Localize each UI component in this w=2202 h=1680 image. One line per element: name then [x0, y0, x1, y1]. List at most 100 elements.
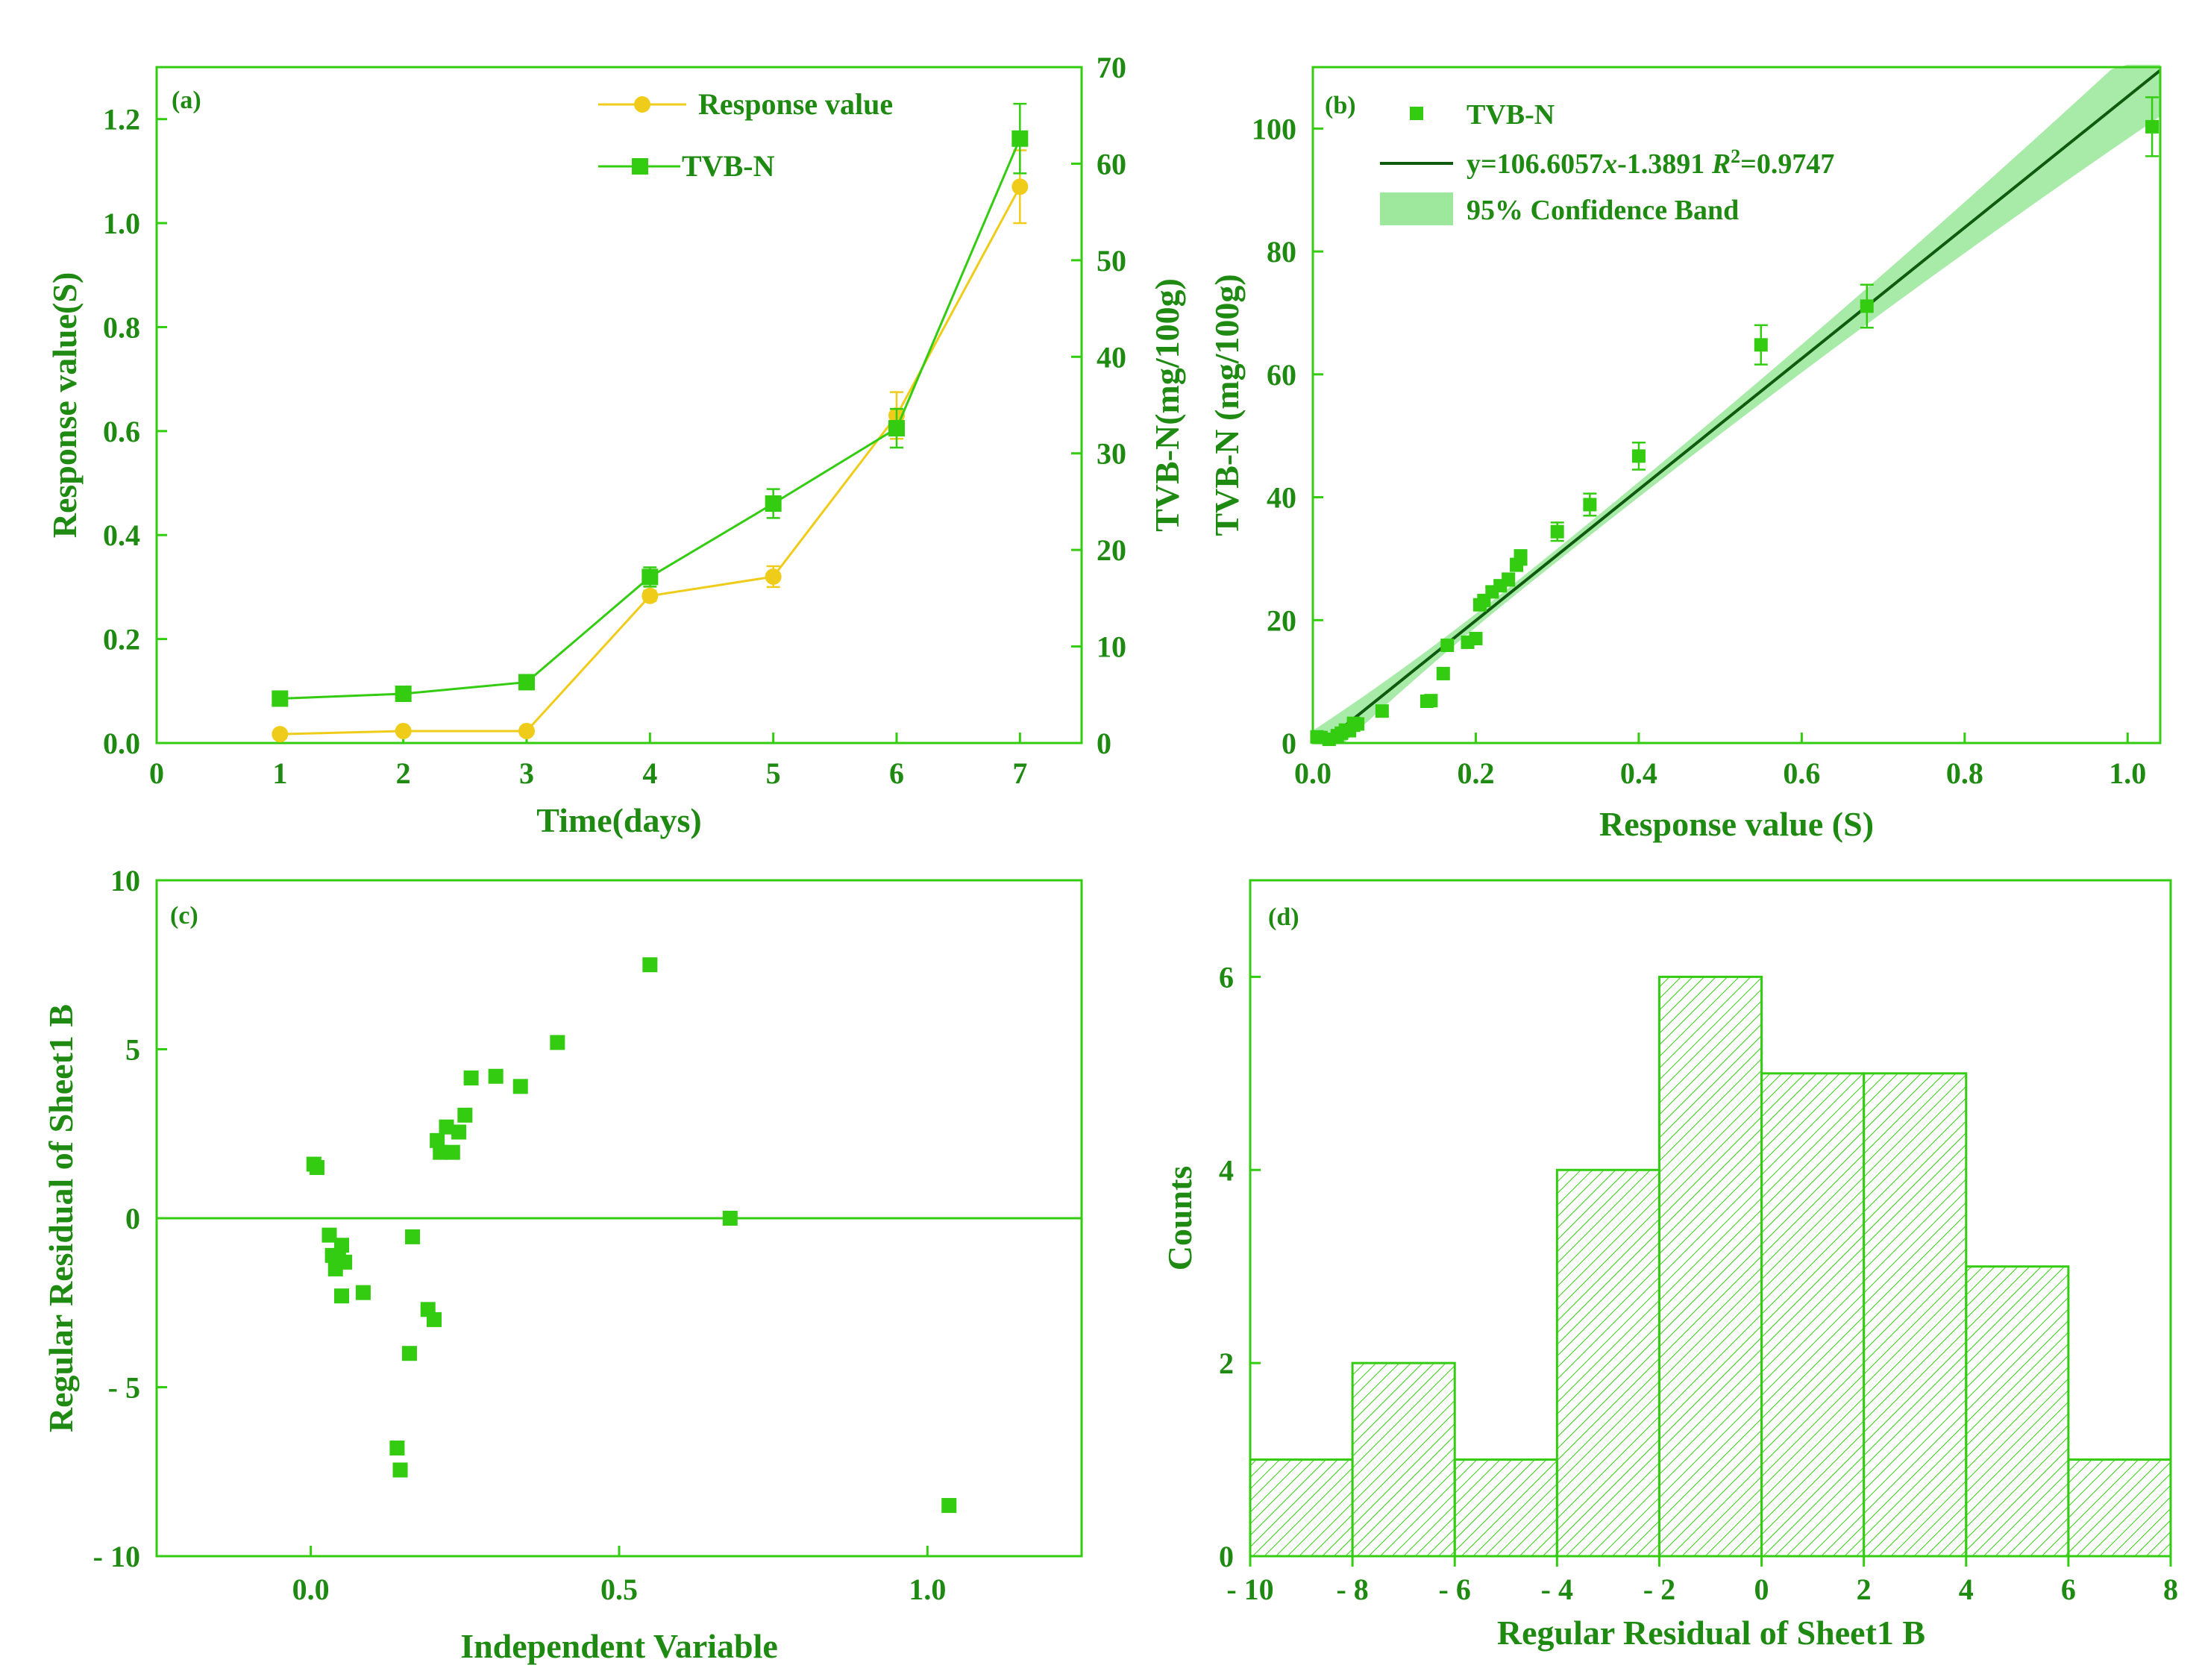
x-tick-label: 0.2	[1457, 756, 1494, 790]
x-tick-label: - 4	[1541, 1573, 1573, 1606]
data-point	[1631, 449, 1646, 463]
panel-c-residuals-vs-independent: 0.0 0.5 1.0 - 10 - 5 0 5 10 (c) Independent Var…	[42, 864, 1083, 1665]
histogram-bar	[1965, 1265, 2070, 1558]
residual-point	[722, 1211, 738, 1226]
y-tick-label: 1.2	[103, 103, 140, 137]
x-tick-label: 5	[766, 756, 781, 790]
histogram-bar	[1760, 1072, 1866, 1558]
x-tick-label: 3	[519, 756, 534, 790]
data-point	[1583, 498, 1597, 512]
legend-tvbn-marker	[632, 158, 648, 175]
data-point	[1436, 666, 1450, 680]
legend-band-swatch	[1380, 192, 1453, 225]
data-point	[1469, 631, 1483, 645]
x-tick-label: 2	[1857, 1573, 1872, 1606]
legend-tvbn-label: TVB-N	[1467, 99, 1555, 131]
x-tick-label: 4	[642, 756, 657, 790]
residual-point	[334, 1288, 349, 1304]
residual-point	[405, 1229, 421, 1244]
residual-point	[445, 1144, 460, 1160]
series-line-response-value	[280, 186, 1021, 736]
x-tick-label: 0.8	[1946, 756, 1983, 790]
residual-point	[439, 1119, 454, 1135]
histogram-bar	[1453, 1458, 1558, 1558]
y-tick-label: 0.4	[103, 518, 140, 552]
panel-b-ylabel: TVB-N (mg/100g)	[1208, 274, 1246, 536]
x-tick-label: 1.0	[2109, 756, 2146, 790]
residual-point	[309, 1160, 324, 1176]
y2-tick-label: 20	[1097, 533, 1126, 567]
y2-tick-label: 70	[1097, 51, 1126, 84]
y-tick-label: 20	[1267, 604, 1296, 637]
data-point-tvbn	[1011, 130, 1029, 147]
panel-a-legend: Response value TVB-N	[598, 87, 893, 183]
y-tick-label: 80	[1267, 235, 1296, 269]
x-tick-label: 0	[1754, 1573, 1769, 1606]
residual-point	[941, 1498, 957, 1514]
panel-b-label: (b)	[1325, 92, 1356, 119]
y-tick-label: 6	[1219, 960, 1234, 994]
residual-point	[427, 1311, 442, 1327]
x-tick-label: 1	[272, 756, 287, 790]
data-point-response	[642, 587, 659, 604]
x-tick-label: 0.4	[1620, 756, 1657, 790]
x-tick-label: 6	[2061, 1573, 2076, 1606]
y-tick-label: 0.0	[103, 727, 140, 760]
residual-point	[337, 1254, 353, 1270]
data-point	[1860, 299, 1874, 313]
confidence-band	[1313, 64, 2160, 744]
y-tick-label: 0.2	[103, 623, 140, 656]
data-point-response	[395, 722, 412, 739]
x-tick-label: 0.0	[292, 1573, 330, 1606]
data-point	[1514, 551, 1528, 565]
y2-tick-label: 40	[1097, 340, 1126, 374]
residual-point	[334, 1238, 349, 1253]
legend-fit-label: y=106.6057x-1.3891 R2=0.9747	[1467, 145, 1834, 180]
residual-point	[389, 1441, 405, 1456]
x-tick-label: 7	[1012, 756, 1027, 790]
panel-b-frame	[1311, 66, 2162, 745]
data-point	[1440, 639, 1455, 653]
y-tick-label: 0	[125, 1202, 140, 1235]
legend-tvbn-marker	[1410, 107, 1423, 120]
y2-tick-label: 0	[1097, 727, 1111, 760]
y-tick-label: 60	[1267, 358, 1296, 392]
data-point	[1754, 338, 1768, 352]
y-tick-label: 5	[125, 1033, 140, 1067]
panel-a-ylabel: Response value(S)	[46, 272, 84, 539]
histogram-bar	[1249, 1458, 1354, 1558]
y2-tick-label: 10	[1097, 630, 1126, 664]
y-tick-label: - 10	[93, 1540, 140, 1573]
data-point-response	[765, 568, 782, 585]
residual-point	[642, 957, 658, 973]
y-tick-label: 40	[1267, 481, 1296, 515]
x-tick-label: 4	[1959, 1573, 1974, 1606]
series-line-tvb-n	[280, 138, 1021, 700]
residual-point	[550, 1035, 565, 1050]
residual-point	[488, 1068, 504, 1084]
data-point	[1424, 694, 1438, 708]
panel-d-label: (d)	[1268, 903, 1299, 931]
data-point	[1351, 717, 1365, 731]
panel-a-label: (a)	[172, 87, 201, 114]
y-tick-label: 0.8	[103, 310, 140, 344]
histogram-bar	[1657, 975, 1763, 1558]
panel-a-y2label: TVB-N(mg/100g)	[1148, 278, 1186, 532]
panel-d-ylabel: Counts	[1161, 1166, 1199, 1271]
histogram-bar	[1351, 1361, 1456, 1558]
residual-point	[451, 1124, 467, 1140]
x-tick-label: - 8	[1336, 1573, 1368, 1606]
panel-c-ylabel: Regular Residual of Sheet1 B	[42, 1004, 80, 1432]
y-tick-label: 4	[1219, 1153, 1234, 1187]
data-point-response	[518, 722, 535, 739]
x-tick-label: 2	[396, 756, 411, 790]
legend-response-label: Response value	[698, 87, 893, 121]
legend-band-label: 95% Confidence Band	[1467, 195, 1739, 226]
residual-point	[321, 1227, 337, 1243]
panel-a-response-tvbn-vs-time: 0 1 2 3 4 5 6 7 0.0 0.2 0.4 0.6 0.8 1.0 1.2 0 10 20 30 40 50…	[46, 51, 1186, 839]
y-tick-label: 100	[1252, 112, 1296, 145]
panel-b-xlabel: Response value (S)	[1599, 805, 1874, 843]
y2-tick-label: 30	[1097, 437, 1126, 471]
x-tick-label: 0.0	[1294, 756, 1331, 790]
x-tick-label: 0	[149, 756, 164, 790]
